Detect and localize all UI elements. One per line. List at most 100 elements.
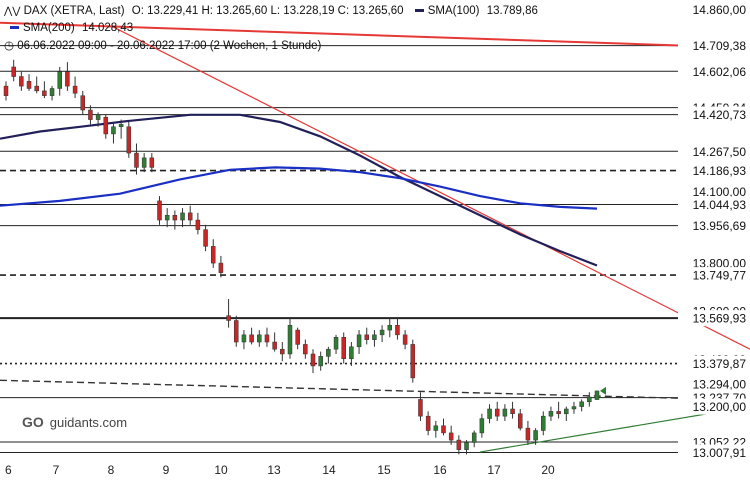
price-label-bg [678, 376, 750, 393]
candlesticks [3, 59, 600, 455]
candle-body [19, 76, 24, 87]
price-label-bg [678, 1, 750, 18]
candle-body [149, 157, 155, 168]
candle-body [349, 346, 354, 360]
candle-body [280, 348, 285, 355]
candle-body [533, 430, 538, 441]
x-tick-label: 16 [433, 463, 447, 477]
x-axis: 6 7 8 9 10 13 14 15 16 17 20 [5, 463, 555, 477]
price-label-bg [678, 37, 750, 54]
legend-row-2: SMA(200) 14.028,43 [4, 22, 133, 34]
x-tick-label: 13 [267, 463, 281, 477]
x-tick-label: 15 [377, 463, 391, 477]
candle-body [410, 344, 416, 379]
candle-body [341, 336, 346, 360]
price-label-bg [678, 444, 750, 461]
price-label-bg [678, 106, 750, 123]
price-label-bg [678, 183, 750, 200]
price-label: 14.267,50 [693, 145, 747, 159]
candle-body [456, 439, 462, 450]
x-tick-label: 8 [108, 463, 115, 477]
candle-body [126, 126, 132, 154]
sma200-line [0, 166, 598, 210]
price-label: 13.379,87 [693, 357, 747, 371]
candle-body [571, 406, 577, 410]
candle-body [118, 124, 124, 128]
candle-body [333, 336, 339, 350]
candle-body [226, 315, 231, 321]
candle-body [257, 334, 262, 343]
guidants-logo-icon: GO [22, 414, 44, 430]
candle-body [402, 334, 408, 345]
candle-body [318, 356, 323, 367]
instrument-label: DAX (XETRA, Last) [23, 5, 125, 17]
sma100-label: SMA(100) [427, 5, 480, 17]
x-tick-label: 9 [163, 463, 170, 477]
price-label: 13.956,69 [693, 219, 747, 233]
candle-body [594, 390, 600, 400]
candle-body [448, 432, 454, 441]
candle-body [203, 229, 208, 247]
candle-body [3, 85, 9, 96]
clock-icon: ◷ [4, 40, 15, 52]
sma100-value: 13.789,86 [486, 5, 538, 17]
candle-body [234, 320, 239, 343]
candle-body [210, 246, 216, 264]
candle-body [187, 212, 193, 221]
price-label: 13.200,00 [693, 400, 747, 414]
candle-body [172, 215, 178, 221]
chart-type-icon[interactable]: ⋀⋁ [4, 6, 21, 17]
guidants-logo[interactable]: GO guidants.com [22, 414, 127, 430]
candle-body [541, 415, 546, 431]
candle-body [111, 126, 116, 135]
candle-body [157, 200, 162, 221]
horizontal-levels [0, 45, 678, 454]
price-label: 13.569,93 [693, 312, 747, 326]
candle-body [517, 413, 523, 429]
price-label-bg [678, 217, 750, 234]
price-label: 14.860,00 [693, 3, 747, 17]
candle-body [564, 408, 569, 415]
candle-body [525, 427, 531, 441]
candle-body [57, 71, 62, 89]
candle-body [372, 334, 377, 340]
candle-body [587, 396, 592, 403]
candle-body [425, 415, 431, 431]
price-label: 14.100,00 [693, 185, 747, 199]
sma100-swatch [414, 9, 424, 13]
candle-body [95, 114, 101, 120]
trend-lines [0, 21, 750, 453]
price-label: 13.749,77 [693, 269, 747, 283]
candle-body [11, 66, 16, 77]
candle-body [80, 95, 86, 111]
sma200-label: SMA(200) [23, 22, 75, 34]
ohlc-values: O: 13.229,41 H: 13.265,60 L: 13.228,19 C… [131, 5, 404, 17]
logo-text: guidants.com [49, 415, 128, 430]
candle-body [88, 109, 93, 120]
candle-body [264, 334, 270, 343]
price-label-bg [678, 355, 750, 372]
candle-body [195, 219, 201, 230]
price-label-bg [678, 255, 750, 272]
candle-body [471, 432, 477, 443]
x-tick-label: 14 [322, 463, 336, 477]
candle-body [464, 442, 469, 450]
candle-body [510, 408, 515, 415]
x-tick-label: 20 [541, 463, 555, 477]
sma100-line [0, 113, 598, 267]
candle-body [364, 334, 369, 340]
legend-row-1: ⋀⋁ DAX (XETRA, Last) O: 13.229,41 H: 13.… [4, 5, 538, 17]
sma200-value: 14.028,43 [81, 22, 134, 34]
sma200-swatch [10, 26, 19, 30]
candle-body [418, 399, 423, 417]
candle-body [103, 116, 109, 135]
candle-body [487, 408, 492, 419]
price-label-bg [678, 398, 750, 415]
x-tick-label: 6 [5, 463, 12, 477]
candle-body [34, 85, 39, 92]
candle-body [441, 425, 446, 434]
candle-body [134, 152, 139, 168]
price-label: 13.007,91 [693, 446, 747, 460]
legend-row-3: ◷ 06.06.2022 09:00 - 20.06.2022 17:00 (2… [4, 38, 321, 52]
